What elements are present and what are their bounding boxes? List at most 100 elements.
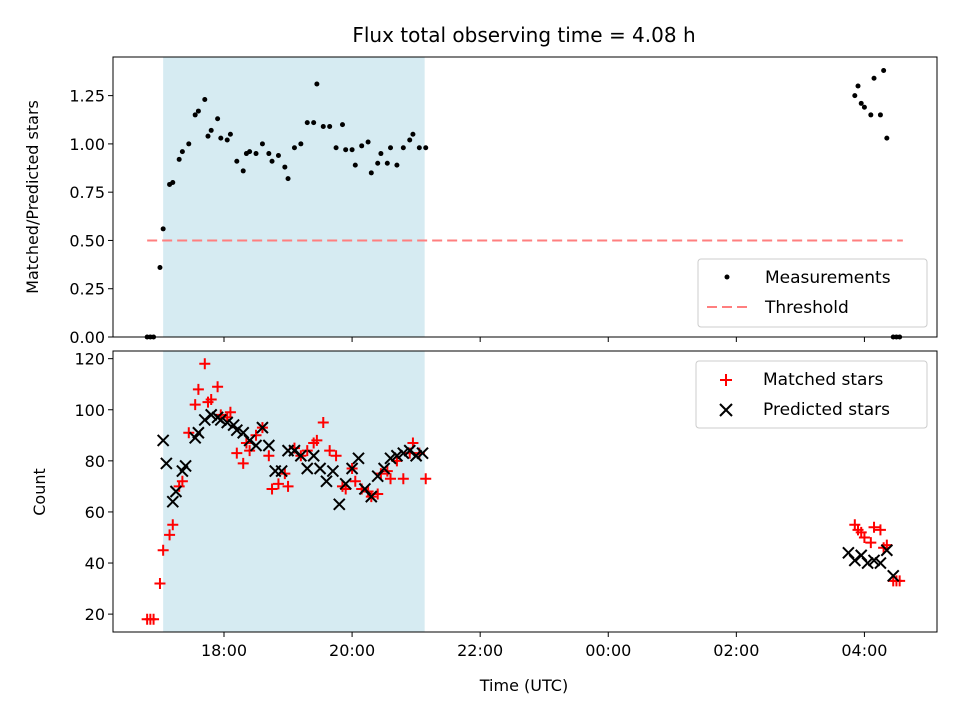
matched-star-point <box>199 358 211 370</box>
matched-star-point <box>858 531 870 543</box>
x-tick-label: 18:00 <box>201 641 247 660</box>
measurement-point <box>394 162 400 168</box>
predicted-star-point <box>390 449 404 462</box>
matched-star-point <box>231 447 243 459</box>
matched-star-point <box>881 539 893 551</box>
measurement-point <box>304 120 310 126</box>
top-y-axis-label: Matched/Predicted stars <box>23 100 42 294</box>
measurement-point <box>375 160 381 166</box>
matched-star-point <box>250 429 262 441</box>
bottom-y-axis-label: Count <box>30 468 49 516</box>
matched-star-point <box>205 394 217 406</box>
matched-star-point <box>154 577 166 589</box>
measurement-point <box>285 176 291 182</box>
x-tick-label: 04:00 <box>841 641 887 660</box>
measurement-point <box>861 104 867 110</box>
predicted-star-point <box>867 554 881 567</box>
predicted-star-point <box>301 462 314 475</box>
y-tick-label: 1.25 <box>69 87 105 106</box>
predicted-star-point <box>249 439 263 452</box>
matched-star-point <box>301 445 313 457</box>
measurement-point <box>253 151 259 157</box>
y-tick-label: 20 <box>85 605 105 624</box>
measurement-point <box>868 112 874 118</box>
legend-measurements-marker <box>724 274 730 280</box>
y-tick-label: 0.00 <box>69 328 105 347</box>
measurement-point <box>407 137 413 143</box>
predicted-star-point <box>230 423 244 437</box>
matched-star-point <box>157 544 169 556</box>
predicted-star-point <box>352 452 365 465</box>
matched-star-point <box>340 483 352 495</box>
predicted-star-point <box>320 475 333 488</box>
predicted-star-point <box>409 449 423 462</box>
y-tick-label: 80 <box>85 452 105 471</box>
measurement-point <box>314 81 320 87</box>
measurement-point <box>186 141 192 147</box>
matched-star-point <box>324 445 336 457</box>
measurement-point <box>224 137 230 143</box>
measurement-point <box>170 180 176 186</box>
measurement-point <box>339 122 345 128</box>
chart-title: Flux total observing time = 4.08 h <box>352 23 695 47</box>
measurement-point <box>881 68 887 74</box>
matched-star-point <box>263 450 275 462</box>
matched-star-point <box>868 521 880 533</box>
matched-star-point <box>266 483 278 495</box>
measurement-point <box>205 133 211 139</box>
predicted-star-point <box>874 556 887 570</box>
predicted-star-point <box>160 457 173 470</box>
x-tick-label: 20:00 <box>329 641 375 660</box>
x-tick-label: 02:00 <box>713 641 759 660</box>
top-legend: Measurements Threshold <box>697 258 928 328</box>
matched-star-point <box>330 450 342 462</box>
measurement-point <box>410 131 416 137</box>
measurement-point <box>877 112 883 118</box>
measurement-point <box>259 141 265 147</box>
measurement-point <box>423 145 429 151</box>
matched-star-point <box>894 575 906 587</box>
predicted-star-point <box>220 416 234 429</box>
y-tick-label: 100 <box>74 401 105 420</box>
matched-star-point <box>865 537 877 549</box>
predicted-star-point <box>326 464 340 478</box>
measurement-point <box>359 143 365 149</box>
measurement-point <box>855 83 861 89</box>
y-tick-label: 40 <box>85 554 105 573</box>
measurement-point <box>160 226 166 232</box>
legend-matched-label: Matched stars <box>763 370 883 390</box>
legend-predicted-marker <box>719 403 733 417</box>
measurement-point <box>378 151 384 157</box>
matched-star-point <box>874 524 886 536</box>
measurement-point <box>234 158 240 164</box>
matched-star-point <box>397 473 409 485</box>
measurement-point <box>157 264 163 270</box>
matched-star-point <box>176 475 188 487</box>
matched-star-point <box>311 434 323 446</box>
y-tick-label: 0.50 <box>69 231 105 250</box>
measurement-point <box>291 145 297 151</box>
x-axis-label: Time (UTC) <box>479 676 568 695</box>
measurement-point <box>343 147 349 153</box>
measurement-point <box>192 112 198 118</box>
predicted-star-point <box>214 413 228 427</box>
predicted-star-point <box>333 498 346 511</box>
predicted-star-point <box>365 490 378 503</box>
top-plot-frame <box>112 56 938 338</box>
predicted-star-point <box>192 426 205 439</box>
legend-threshold-label: Threshold <box>764 298 849 318</box>
predicted-star-point <box>397 446 410 460</box>
measurement-point <box>400 145 406 151</box>
predicted-star-point <box>887 569 900 583</box>
measurement-point <box>349 147 355 153</box>
predicted-star-point <box>384 452 397 465</box>
top-highlight-span <box>163 57 425 337</box>
y-tick-label: 1.00 <box>69 135 105 154</box>
measurement-point <box>179 149 185 155</box>
y-tick-label: 120 <box>74 350 105 369</box>
measurement-point <box>218 135 224 141</box>
matched-star-point <box>183 427 195 439</box>
measurement-points <box>144 68 903 340</box>
predicted-star-point <box>339 477 352 491</box>
